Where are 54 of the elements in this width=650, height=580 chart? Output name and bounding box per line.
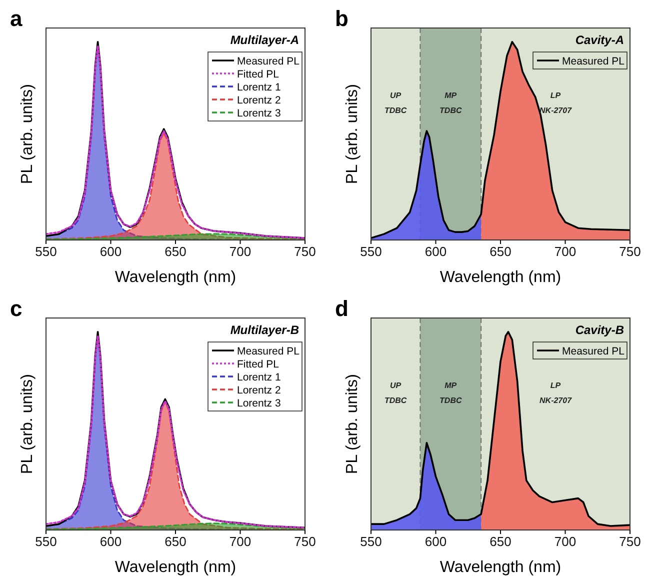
legend-label: Measured PL (562, 346, 625, 358)
y-axis-title: PL (arb. units) (19, 374, 36, 474)
chart-title: c (10, 296, 22, 321)
x-tick-label: 700 (229, 534, 252, 550)
legend-label: Lorentz 2 (237, 384, 281, 396)
legend-label: Lorentz 3 (237, 398, 281, 410)
chart-title: a (10, 6, 23, 31)
x-tick-label: 600 (424, 534, 447, 550)
y-axis-title: PL (arb. units) (344, 374, 361, 474)
x-tick-label: 750 (294, 534, 316, 550)
x-tick-label: 700 (554, 534, 576, 550)
band-label: UP TDBC (384, 380, 407, 405)
legend-label: Lorentz 1 (237, 372, 281, 384)
x-tick-label: 650 (490, 534, 512, 550)
chart-subtitle: Multilayer-B (230, 323, 300, 337)
x-tick-label: 550 (35, 534, 57, 550)
chart-title: d (335, 296, 348, 321)
x-tick-label: 750 (619, 534, 641, 550)
legend-label: Measured PL (562, 56, 625, 68)
chart-subtitle: Cavity-B (575, 323, 624, 337)
legend-label: Fitted PL (237, 358, 280, 370)
y-axis-title: PL (arb. units) (19, 84, 36, 184)
chart-title: b (335, 6, 348, 31)
x-tick-label: 600 (100, 534, 122, 550)
band-label: MP TDBC (440, 380, 462, 405)
legend-label: Lorentz 2 (237, 94, 281, 106)
x-tick-label: 750 (294, 244, 316, 260)
x-axis-title: Wavelength (nm) (114, 269, 236, 286)
x-tick-label: 650 (164, 534, 186, 550)
x-tick-label: 650 (164, 244, 186, 260)
band-label: LP NK-2707 (540, 90, 572, 115)
band-label: UP TDBC (384, 90, 407, 115)
chart-subtitle: Cavity-A (575, 33, 624, 47)
x-tick-label: 700 (229, 244, 252, 260)
x-tick-label: 600 (100, 244, 122, 260)
x-tick-label: 700 (554, 244, 576, 260)
x-tick-label: 650 (490, 244, 512, 260)
chart-subtitle: Multilayer-A (230, 33, 299, 47)
x-tick-label: 750 (619, 244, 641, 260)
x-axis-title: Wavelength (nm) (114, 559, 236, 576)
x-axis-title: Wavelength (nm) (440, 269, 562, 286)
x-tick-label: 600 (424, 244, 447, 260)
band-label: MP TDBC (440, 90, 462, 115)
legend-label: Lorentz 3 (237, 108, 281, 120)
legend-label: Measured PL (237, 56, 300, 68)
x-tick-label: 550 (35, 244, 57, 260)
y-axis-title: PL (arb. units) (344, 84, 361, 184)
x-tick-label: 550 (360, 244, 382, 260)
x-tick-label: 550 (360, 534, 382, 550)
legend-label: Lorentz 1 (237, 82, 281, 94)
legend-label: Measured PL (237, 346, 300, 358)
band-label: LP NK-2707 (540, 380, 572, 405)
x-axis-title: Wavelength (nm) (440, 559, 562, 576)
legend-label: Fitted PL (237, 68, 280, 80)
